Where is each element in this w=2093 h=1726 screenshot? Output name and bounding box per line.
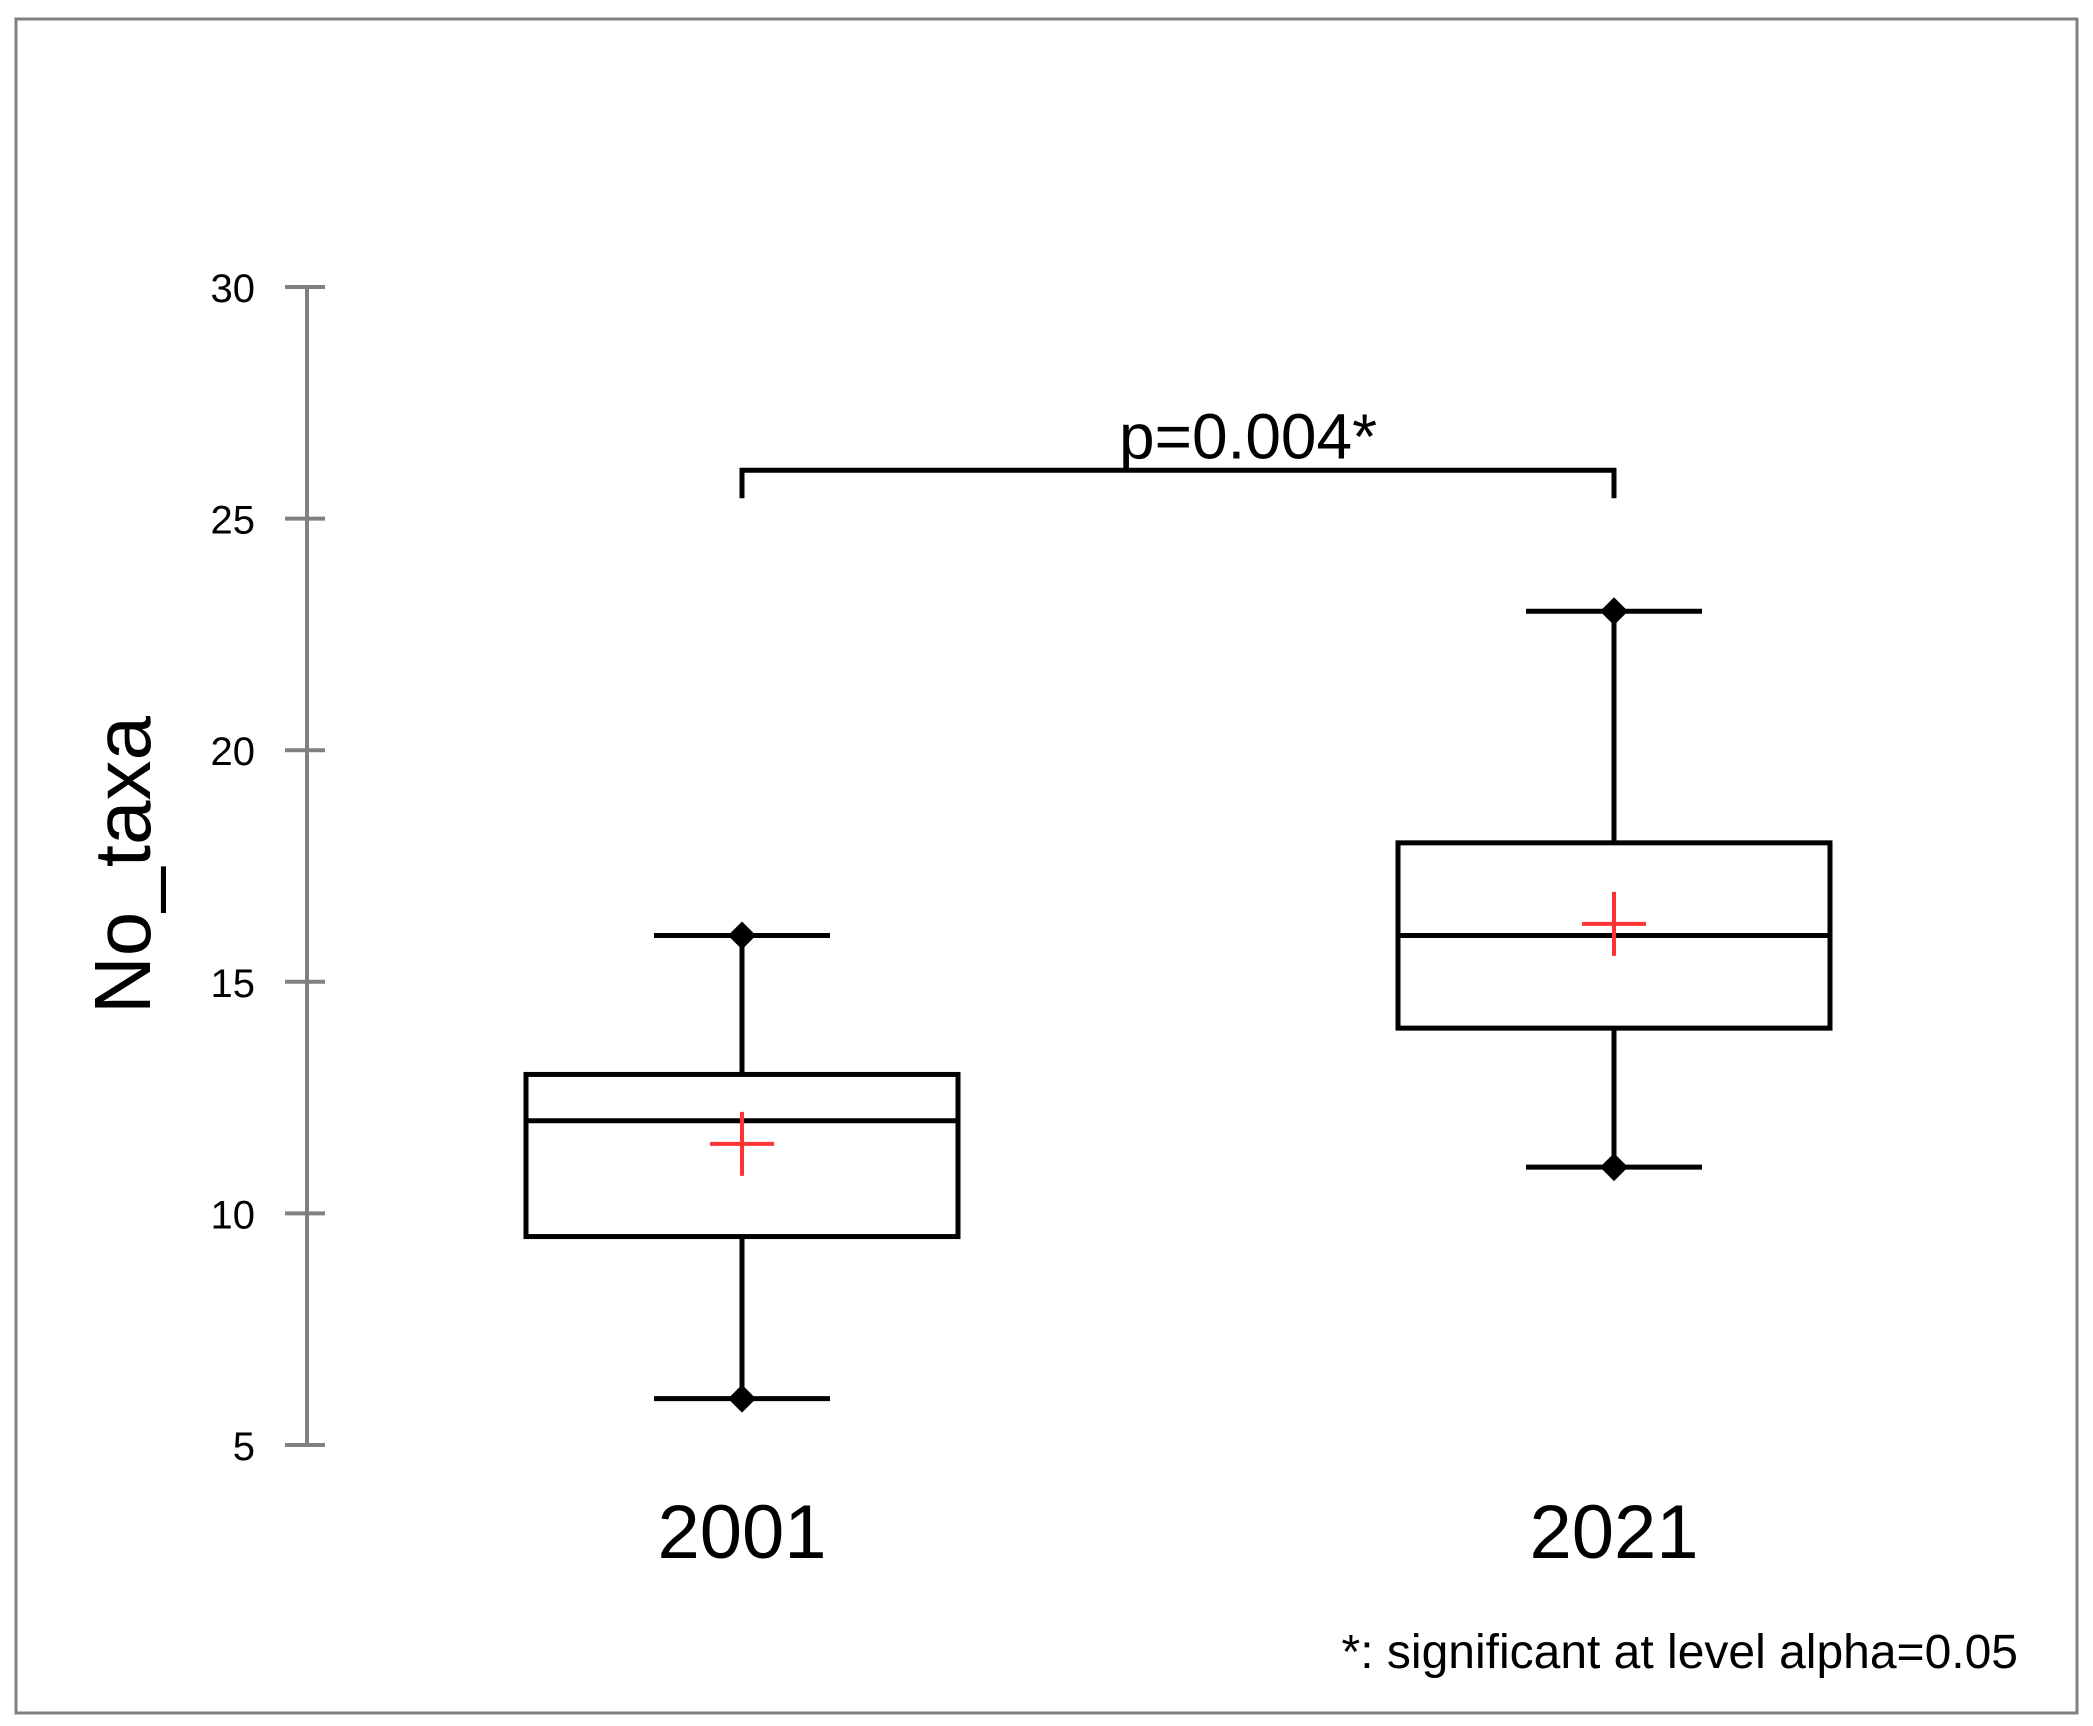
y-tick-label-1: 10 [211,1193,256,1237]
min-point [728,1384,756,1413]
box-group-2021: 2021 [1395,597,1833,1575]
y-tick-label-2: 15 [211,962,256,1006]
y-tick-label-0: 5 [233,1425,255,1469]
y-tick-label-3: 20 [211,730,256,774]
chart-frame [14,17,2079,1715]
y-tick-label-4: 25 [211,499,256,543]
y-axis: 5 10 15 20 25 30 [211,267,325,1469]
max-point [728,921,756,950]
category-label-2021: 2021 [1529,1490,1698,1575]
boxes: 2001 2021 [523,597,1833,1575]
footnote: *: significant at level alpha=0.05 [1342,1626,2018,1679]
box-group-2001: 2001 [523,921,961,1575]
significance-bracket-group: p=0.004* [739,400,1617,499]
max-point [1600,597,1628,626]
iqr-box [523,1071,961,1240]
min-point [1600,1153,1628,1182]
y-tick-label-5: 30 [211,267,256,311]
y-axis-title: No_taxa [78,716,167,1014]
significance-label: p=0.004* [1119,400,1377,472]
category-label-2001: 2001 [657,1490,826,1575]
significance-bracket [739,467,1617,499]
